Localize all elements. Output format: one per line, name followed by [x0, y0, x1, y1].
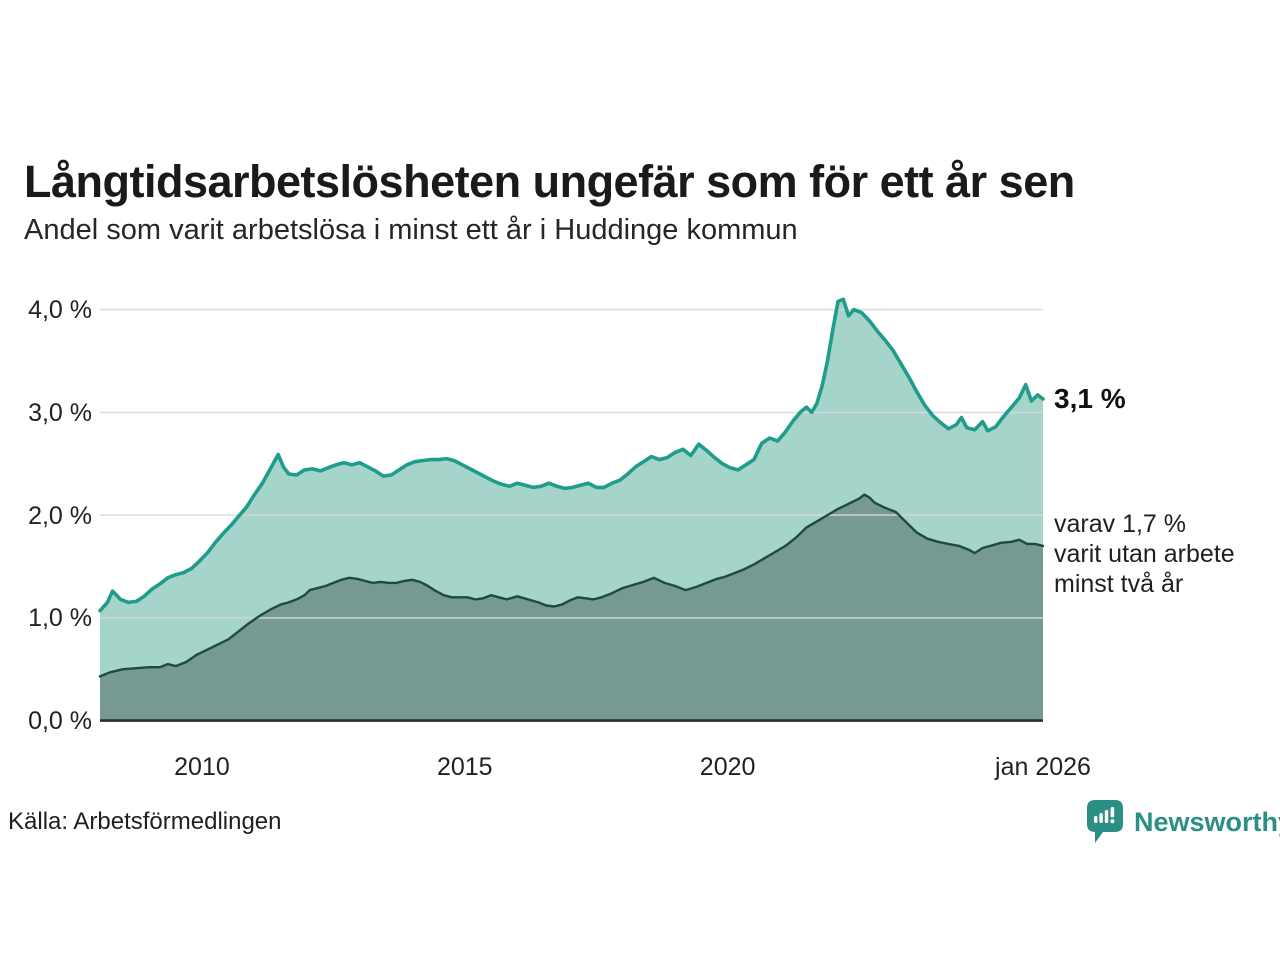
x-tick-label-jan-2026: jan 2026 — [995, 753, 1091, 781]
source-attribution: Källa: Arbetsförmedlingen — [8, 808, 282, 835]
y-tick-label-4: 4,0 % — [28, 296, 92, 324]
x-tick-label-2015: 2015 — [436, 753, 493, 781]
newsworthy-bubble-chart-icon — [1087, 800, 1123, 843]
line-series-2 — [98, 493, 1045, 678]
series2-annotation: varav 1,7 % varit utan arbete minst två … — [1054, 509, 1235, 599]
y-tick-label-3: 3,0 % — [28, 398, 92, 427]
series2-annotation-line2: varit utan arbete — [1054, 540, 1235, 568]
x-tick-label-2010: 2010 — [174, 753, 230, 781]
newsworthy-logo: Newsworthy — [1086, 799, 1280, 845]
page-title: Långtidsarbetslösheten ungefär som för e… — [24, 156, 1075, 208]
series1-end-value-label: 3,1 % — [1054, 383, 1126, 414]
y-tick-label-2: 2,0 % — [28, 501, 92, 530]
newsworthy-wordmark: Newsworthy — [1134, 807, 1280, 837]
line-series-1 — [98, 297, 1045, 613]
series2-annotation-line1: varav 1,7 % — [1054, 510, 1187, 538]
chart-subtitle: Andel som varit arbetslösa i minst ett å… — [24, 214, 798, 246]
y-tick-label-1: 1,0 % — [28, 604, 92, 633]
area-series-2 — [100, 494, 1043, 721]
x-tick-label-2020: 2020 — [699, 753, 756, 781]
area-chart-plot — [98, 297, 1045, 723]
y-tick-label-0: 0,0 % — [28, 707, 92, 735]
series2-annotation-line3: minst två år — [1054, 570, 1184, 598]
